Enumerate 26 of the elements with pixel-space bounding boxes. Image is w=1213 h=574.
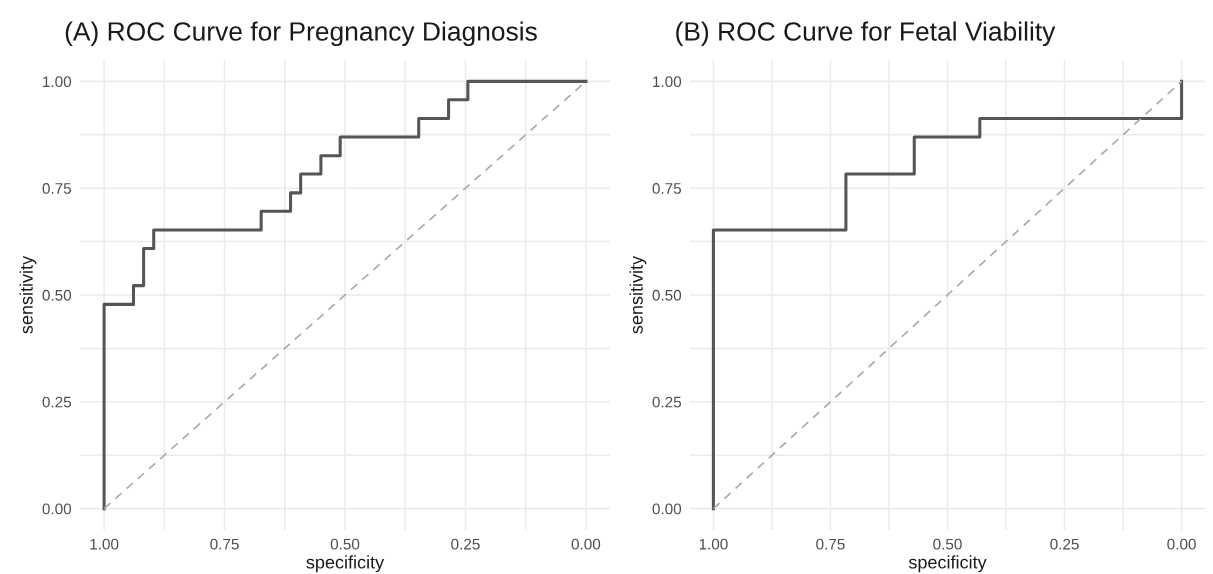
y-axis-title: sensitivity <box>19 255 37 334</box>
x-tick-label: 0.00 <box>1167 538 1196 550</box>
y-tick-label: 0.25 <box>652 396 682 408</box>
y-axis-title: sensitivity <box>629 255 647 334</box>
x-axis-title: specificity <box>306 555 385 573</box>
y-tick-label: 1.00 <box>653 76 682 88</box>
chart-title: (B) ROC Curve for Fetal Viability <box>676 21 1056 47</box>
x-tick-label: 0.25 <box>451 538 480 550</box>
y-tick-label: 0.50 <box>42 289 72 301</box>
y-tick-label: 0.00 <box>652 503 682 515</box>
x-tick-label: 1.00 <box>90 538 119 550</box>
y-tick-label: 0.75 <box>652 183 682 194</box>
x-tick-label: 0.75 <box>816 538 845 550</box>
x-tick-label: 0.00 <box>571 538 601 550</box>
x-tick-label: 0.75 <box>210 538 239 550</box>
y-tick-label: 0.50 <box>652 289 682 301</box>
y-tick-label: 0.00 <box>42 503 72 515</box>
chart-title: (A) ROC Curve for Pregnancy Diagnosis <box>65 21 537 47</box>
x-axis-title: specificity <box>908 555 987 573</box>
y-tick-label: 0.75 <box>42 183 72 194</box>
y-tick-label: 0.25 <box>42 396 72 408</box>
y-tick-label: 1.00 <box>43 76 72 88</box>
x-tick-label: 0.25 <box>1050 538 1079 550</box>
x-tick-label: 1.00 <box>699 538 728 550</box>
x-tick-label: 0.50 <box>330 538 360 550</box>
x-tick-label: 0.50 <box>933 538 962 550</box>
